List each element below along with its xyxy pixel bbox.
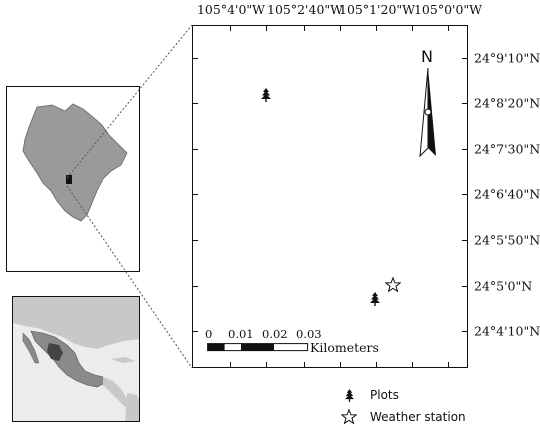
- tick: [266, 362, 268, 368]
- lat-label-4: 24°6'40"N: [474, 186, 540, 202]
- tick: [462, 331, 468, 333]
- star-icon: [341, 409, 357, 424]
- tick: [340, 25, 342, 31]
- lat-label-3: 24°7'30"N: [474, 141, 540, 157]
- tick: [462, 103, 468, 105]
- tick: [462, 286, 468, 288]
- tree-icon: [344, 389, 355, 402]
- lat-label-6: 24°5'0"N: [474, 278, 533, 294]
- scale-tick-label: 0.02: [262, 327, 288, 341]
- country-inset-map: [12, 296, 140, 422]
- tick: [376, 25, 378, 31]
- lon-label-3: 105°1'20"W: [338, 2, 416, 17]
- lat-label-1: 24°9'10"N: [474, 50, 540, 66]
- tick: [192, 194, 198, 196]
- tick: [412, 25, 414, 31]
- lat-label-5: 24°5'50"N: [474, 232, 540, 248]
- tick: [462, 194, 468, 196]
- lon-label-2: 105°2'40"W: [266, 2, 344, 17]
- state-outline: [22, 103, 128, 222]
- tick: [448, 25, 450, 31]
- tick: [462, 58, 468, 60]
- state-inset-map: [6, 86, 140, 272]
- tick: [192, 103, 198, 105]
- tick: [192, 58, 198, 60]
- tree-icon: [370, 292, 380, 306]
- scale-tick-label: 0: [205, 327, 213, 341]
- tick: [230, 25, 232, 31]
- tick: [462, 149, 468, 151]
- study-site-marker: [66, 175, 72, 184]
- tick: [340, 362, 342, 368]
- tick: [304, 25, 306, 31]
- country-outline: [13, 297, 139, 421]
- tick: [462, 240, 468, 242]
- legend-plots-label: Plots: [370, 388, 399, 402]
- tick: [266, 25, 268, 31]
- scale-unit-label: Kilometers: [310, 340, 379, 355]
- scale-tick-label: 0.01: [228, 327, 254, 341]
- tick: [192, 240, 198, 242]
- star-icon: [385, 277, 401, 292]
- lat-label-7: 24°4'10"N: [474, 323, 540, 339]
- tick: [192, 149, 198, 151]
- north-arrow-icon: [419, 68, 436, 158]
- tick: [192, 286, 198, 288]
- lon-label-4: 105°0'0"W: [413, 2, 483, 17]
- tick: [376, 362, 378, 368]
- lat-label-2: 24°8'20"N: [474, 95, 540, 111]
- tick: [230, 362, 232, 368]
- tree-icon: [261, 88, 271, 102]
- tick: [448, 362, 450, 368]
- north-label: N: [421, 47, 433, 66]
- legend-weather-label: Weather station: [370, 410, 466, 424]
- tick: [412, 362, 414, 368]
- study-area-map: [192, 25, 468, 368]
- scale-tick-label: 0.03: [296, 327, 322, 341]
- scale-bar: [207, 343, 309, 352]
- lon-label-1: 105°4'0"W: [196, 2, 266, 17]
- tick: [192, 331, 198, 333]
- tick: [304, 362, 306, 368]
